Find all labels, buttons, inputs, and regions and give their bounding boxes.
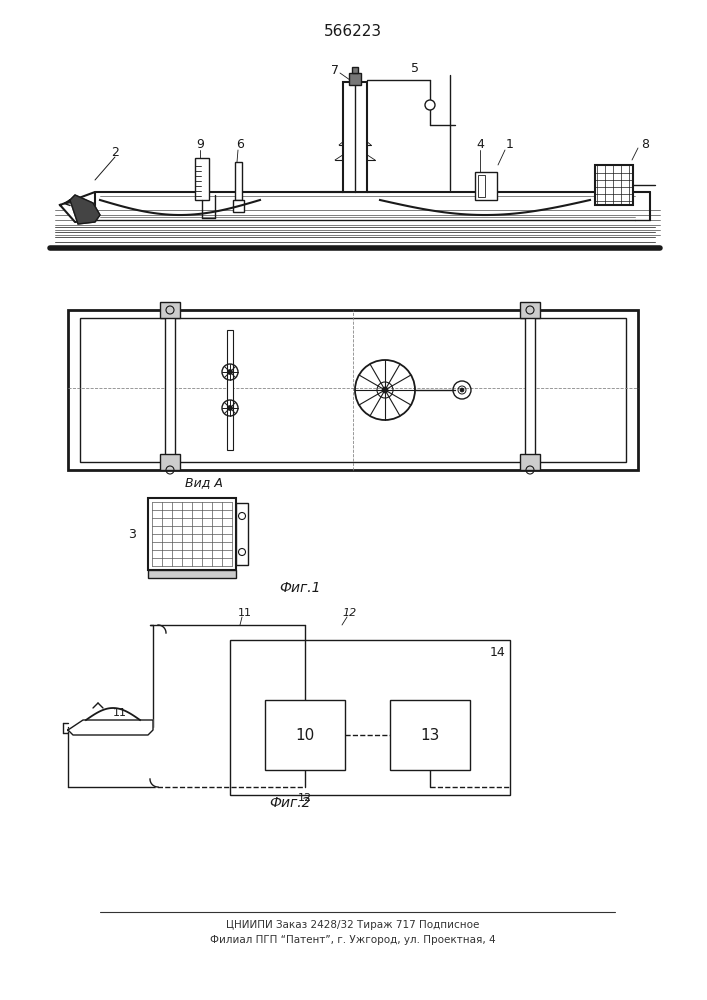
Text: 2: 2 (111, 145, 119, 158)
Bar (148, 570, 236, 578)
Text: 4: 4 (476, 138, 484, 151)
Text: 8: 8 (641, 138, 649, 151)
Text: 10: 10 (296, 728, 315, 742)
Text: 3: 3 (128, 528, 136, 540)
Text: 5: 5 (411, 62, 419, 75)
Bar (195, 158, 209, 200)
Text: ЦНИИПИ Заказ 2428/32 Тираж 717 Подписное: ЦНИИПИ Заказ 2428/32 Тираж 717 Подписное (226, 920, 479, 930)
Text: Фиг.2: Фиг.2 (269, 796, 311, 810)
Text: 13: 13 (421, 728, 440, 742)
Text: 11: 11 (113, 708, 127, 718)
Bar (233, 200, 244, 212)
Text: 12: 12 (343, 608, 357, 618)
Bar (148, 498, 236, 570)
Text: 6: 6 (236, 138, 244, 151)
Text: Вид А: Вид А (185, 477, 223, 489)
Bar (525, 315, 535, 465)
Text: 12: 12 (298, 793, 312, 803)
Bar (80, 318, 626, 462)
Bar (475, 172, 497, 200)
Circle shape (425, 100, 435, 110)
Text: 11: 11 (238, 608, 252, 618)
Circle shape (228, 406, 233, 410)
Bar (235, 162, 242, 200)
Text: 9: 9 (196, 138, 204, 151)
Bar (349, 73, 361, 85)
Text: Фиг.1: Фиг.1 (279, 581, 321, 595)
Bar (520, 454, 540, 470)
Circle shape (460, 388, 464, 392)
Bar (478, 175, 485, 197)
Bar (68, 310, 638, 470)
Bar (352, 67, 358, 73)
Circle shape (228, 369, 233, 374)
Bar (390, 700, 470, 770)
Bar (343, 82, 367, 192)
Text: 14: 14 (490, 646, 506, 658)
Bar (595, 165, 633, 205)
Polygon shape (70, 195, 100, 224)
Bar (236, 503, 248, 565)
Polygon shape (68, 720, 153, 735)
Text: Филиал ПГП “Патент”, г. Ужгород, ул. Проектная, 4: Филиал ПГП “Патент”, г. Ужгород, ул. Про… (210, 935, 496, 945)
Bar (165, 315, 175, 465)
Bar (160, 454, 180, 470)
Bar (520, 302, 540, 318)
Bar (160, 302, 180, 318)
Text: 1: 1 (506, 138, 514, 151)
Bar (265, 700, 345, 770)
Bar (230, 640, 510, 795)
Text: 7: 7 (331, 64, 339, 77)
Polygon shape (60, 192, 95, 222)
Text: 566223: 566223 (324, 24, 382, 39)
Bar (227, 330, 233, 450)
Circle shape (382, 387, 388, 393)
